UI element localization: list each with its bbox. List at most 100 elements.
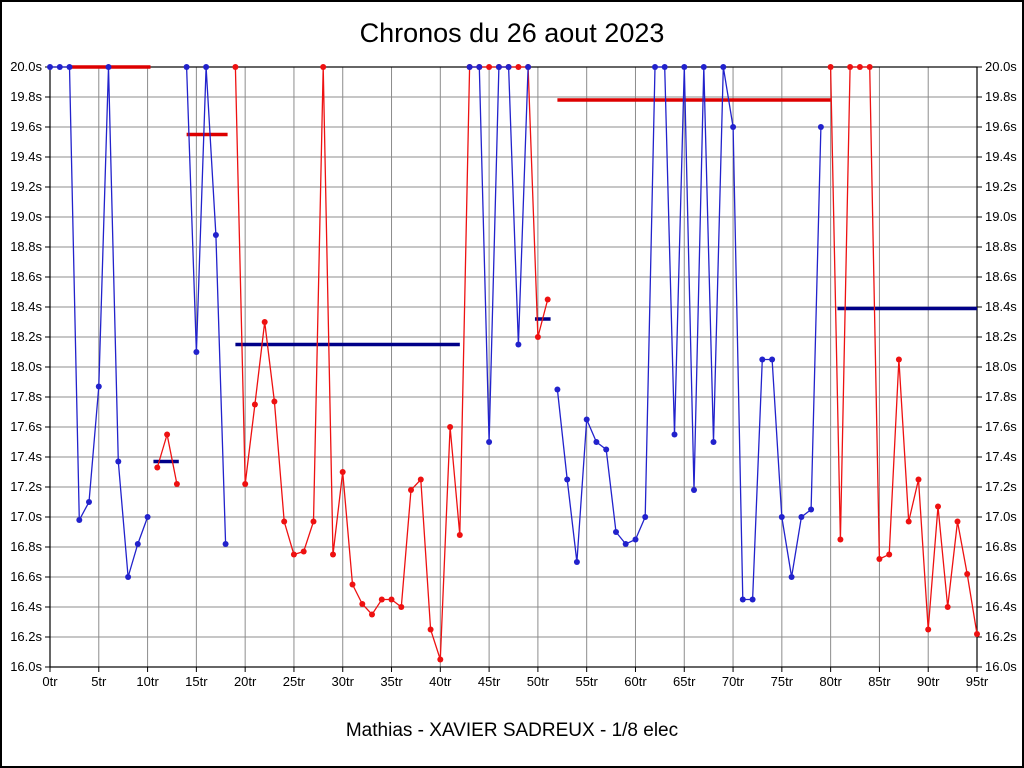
lap-time-point [856,64,863,70]
lap-time-point [144,514,151,520]
lap-time-point [681,64,688,70]
lap-time-point [76,517,83,523]
lap-time-point [115,458,122,465]
lap-time-point [47,64,53,70]
x-axis-label: 65tr [673,674,696,689]
lap-time-point [310,518,317,525]
y-axis-label-right: 18.6s [985,269,1017,284]
lap-time-point [378,596,385,603]
lap-time-point [583,416,590,423]
lap-time-point [925,626,932,633]
y-axis-label-left: 19.8s [10,89,42,104]
lap-time-point [271,398,278,405]
lap-time-point [56,64,63,70]
lap-time-point [105,64,112,70]
y-axis-label-left: 19.6s [10,119,42,134]
x-axis-label: 75tr [771,674,794,689]
lap-time-point [515,64,522,70]
lap-time-point [593,439,600,445]
y-axis-label-left: 16.4s [10,599,42,614]
x-axis-label: 25tr [283,674,306,689]
lap-time-point [408,487,414,493]
lap-time-point [564,476,571,483]
lap-time-point [613,529,619,535]
lap-time-point [339,469,346,475]
y-axis-label-right: 17.2s [985,479,1017,494]
y-axis-label-right: 16.6s [985,569,1017,584]
y-axis-label-left: 17.6s [10,419,42,434]
lap-time-point [486,439,493,445]
lap-time-point [388,596,395,603]
lap-time-line [185,66,227,545]
lap-time-point [66,64,73,70]
x-axis-label: 0tr [42,674,58,689]
lap-time-point [895,356,902,363]
x-axis-label: 40tr [429,674,452,689]
lap-time-point [95,383,102,390]
y-axis-label-left: 17.2s [10,479,42,494]
x-axis-label: 10tr [136,674,159,689]
lap-time-point [739,596,746,603]
lap-time-point [242,481,249,487]
lap-time-point [154,464,161,471]
y-axis-label-right: 19.4s [985,149,1017,164]
y-axis-label-left: 19.2s [10,179,42,194]
y-axis-label-right: 19.8s [985,89,1017,104]
series-red-driver [154,64,980,663]
lap-time-point [671,431,678,438]
y-axis-label-right: 16.2s [985,629,1017,644]
lap-time-point [359,601,366,607]
y-axis-label-left: 18.2s [10,329,42,344]
lap-time-point [720,64,727,70]
lap-time-point [573,559,580,565]
y-axis-label-right: 20.0s [985,59,1017,74]
lap-time-line [469,66,529,443]
x-axis-label: 70tr [722,674,745,689]
axis-ticks [45,66,982,672]
lap-time-point [827,64,834,70]
lap-time-point [251,401,258,408]
series-blue-driver [47,64,824,603]
lap-time-point [164,431,171,438]
chart-subtitle: Mathias - XAVIER SADREUX - 1/8 elec [345,720,679,741]
lap-time-point [622,541,629,547]
y-axis-label-left: 17.0s [10,509,42,524]
lap-time-point [417,476,424,483]
y-axis-label-right: 17.4s [985,449,1017,464]
y-axis-label-left: 18.4s [10,299,42,314]
y-axis-label-right: 16.8s [985,539,1017,554]
y-axis-label-left: 18.0s [10,359,42,374]
lap-time-point [691,487,697,493]
y-axis-label-left: 18.8s [10,239,42,254]
lap-time-point [661,64,668,70]
lap-time-point [525,64,532,70]
y-axis-label-left: 18.6s [10,269,42,284]
x-axis-label: 95tr [966,674,989,689]
lap-time-point [847,64,854,70]
lap-time-point [603,446,610,453]
lap-time-point [808,506,815,513]
y-axis-label-right: 17.8s [985,389,1017,404]
x-axis-label: 30tr [332,674,355,689]
lap-time-point [261,319,268,325]
y-axis-label-left: 19.0s [10,209,42,224]
x-axis-label: 55tr [575,674,598,689]
chart-title: Chronos du 26 aout 2023 [359,18,665,48]
lap-time-point [330,551,336,558]
lap-time-point [974,631,980,637]
lap-time-point [290,551,297,558]
y-axis-label-right: 18.4s [985,299,1017,314]
lap-time-point [905,518,912,525]
lap-time-point [876,556,883,562]
x-axis-label: 15tr [185,674,208,689]
lap-time-point [427,626,434,633]
lap-time-point [466,64,473,70]
lap-time-point [212,232,219,238]
x-axis-label: 90tr [917,674,940,689]
x-axis-label: 45tr [478,674,501,689]
y-axis-label-left: 17.4s [10,449,42,464]
lap-time-point [915,476,922,483]
lap-time-point [837,536,844,543]
